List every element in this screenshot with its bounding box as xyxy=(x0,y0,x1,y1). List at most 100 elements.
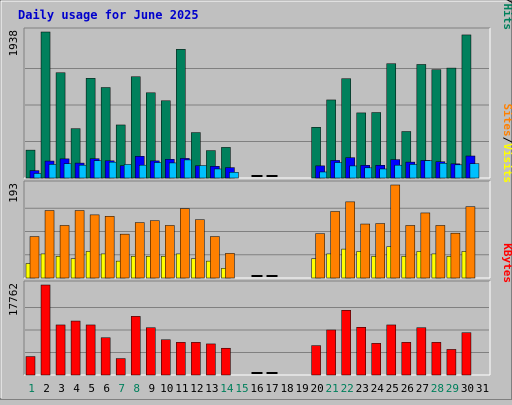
bar-pages-day-30 xyxy=(469,163,480,179)
x-axis: 1 2 3 4 5 6 7 8 9 10 11 12 13 14 15 16 17 18 19 20 21 22 23 24 2… xyxy=(28,382,489,395)
x-tick-label-day-6: 6 xyxy=(103,382,110,395)
bar-sites-day-20 xyxy=(315,233,325,279)
bar-kbytes-day-14 xyxy=(221,347,231,376)
bar-sites-day-21 xyxy=(330,211,340,279)
chart-panels: 1938Pages/Files/Hits193Sites/Visits17762… xyxy=(7,0,512,376)
no-data-dash-day-16 xyxy=(251,372,263,374)
bar-sites-day-9 xyxy=(150,220,160,279)
x-tick-label-day-11: 11 xyxy=(175,382,188,395)
bar-kbytes-day-12 xyxy=(191,342,201,376)
bar-sites-day-29 xyxy=(450,232,461,279)
bar-sites-day-23 xyxy=(360,223,370,279)
series-side-label: Pages/Files/Hits xyxy=(501,0,512,30)
y-max-label: 1938 xyxy=(7,30,20,57)
x-tick-label-day-13: 13 xyxy=(205,382,218,395)
bar-sites-day-6 xyxy=(104,216,115,279)
x-tick-label-day-20: 20 xyxy=(311,382,324,395)
x-tick-label-day-28: 28 xyxy=(431,382,444,395)
bar-sites-day-1 xyxy=(29,236,40,279)
bar-kbytes-day-9 xyxy=(146,327,156,376)
x-tick-label-day-27: 27 xyxy=(416,382,429,395)
bar-kbytes-day-8 xyxy=(130,316,141,376)
x-tick-label-day-2: 2 xyxy=(43,382,50,395)
x-tick-label-day-26: 26 xyxy=(401,382,414,395)
no-data-dash-day-17 xyxy=(266,372,278,374)
bar-sites-day-5 xyxy=(89,214,100,279)
x-tick-label-day-18: 18 xyxy=(280,382,293,395)
x-tick-label-day-1: 1 xyxy=(28,382,35,395)
x-tick-label-day-19: 19 xyxy=(295,382,308,395)
bar-kbytes-day-30 xyxy=(461,332,472,376)
bar-sites-day-11 xyxy=(180,208,190,279)
y-max-label: 193 xyxy=(7,183,20,203)
x-tick-label-day-8: 8 xyxy=(133,382,140,395)
x-tick-label-day-9: 9 xyxy=(148,382,155,395)
x-tick-label-day-16: 16 xyxy=(250,382,263,395)
panel-visits: 193 Sites/Visits xyxy=(7,104,512,279)
bar-sites-day-26 xyxy=(405,225,416,279)
x-tick-label-day-7: 7 xyxy=(118,382,125,395)
bar-sites-day-8 xyxy=(134,222,145,279)
bar-sites-day-13 xyxy=(210,236,220,279)
bar-kbytes-day-1 xyxy=(25,356,36,376)
bar-sites-day-3 xyxy=(59,225,70,279)
bar-kbytes-day-29 xyxy=(446,349,457,376)
bar-kbytes-day-13 xyxy=(206,343,216,376)
y-max-label: 17762 xyxy=(7,283,20,316)
bar-kbytes-day-3 xyxy=(55,324,66,376)
no-data-dash-day-17 xyxy=(266,175,278,177)
chart-title: Daily usage for June 2025 xyxy=(18,8,199,22)
no-data-dash-day-16 xyxy=(251,175,263,177)
x-tick-label-day-25: 25 xyxy=(386,382,399,395)
bar-kbytes-day-10 xyxy=(161,339,171,376)
bar-kbytes-day-5 xyxy=(85,324,96,376)
x-tick-label-day-15: 15 xyxy=(235,382,248,395)
bar-sites-day-4 xyxy=(74,210,85,279)
x-tick-label-day-30: 30 xyxy=(461,382,474,395)
bar-kbytes-day-20 xyxy=(311,345,321,376)
bar-kbytes-day-6 xyxy=(100,337,111,376)
x-tick-label-day-5: 5 xyxy=(88,382,95,395)
x-tick-label-day-10: 10 xyxy=(160,382,173,395)
bar-kbytes-day-21 xyxy=(326,329,336,376)
bar-sites-day-7 xyxy=(119,233,130,279)
x-tick-label-day-4: 4 xyxy=(73,382,80,395)
bar-kbytes-day-23 xyxy=(356,327,366,376)
x-tick-label-day-21: 21 xyxy=(326,382,339,395)
bar-kbytes-day-27 xyxy=(416,327,427,376)
side-label-separator: / xyxy=(501,0,512,4)
x-tick-label-day-17: 17 xyxy=(265,382,278,395)
side-label-visits: Visits xyxy=(501,143,512,183)
bar-kbytes-day-24 xyxy=(371,343,381,376)
series-side-label: KBytes xyxy=(501,243,512,283)
bar-pages-day-14 xyxy=(229,172,239,179)
x-tick-label-day-22: 22 xyxy=(341,382,354,395)
panel-kbytes: 17762 KBytes xyxy=(7,243,512,376)
series-side-label: Sites/Visits xyxy=(501,104,512,184)
bar-hits-day-2 xyxy=(40,31,51,179)
x-tick-label-day-3: 3 xyxy=(58,382,65,395)
bar-sites-day-30 xyxy=(465,206,476,279)
x-tick-label-day-24: 24 xyxy=(371,382,385,395)
no-data-dash-day-17 xyxy=(266,275,278,277)
side-label-sites: Sites xyxy=(501,104,512,137)
bar-kbytes-day-11 xyxy=(176,342,186,376)
bar-sites-day-12 xyxy=(195,219,205,279)
bar-kbytes-day-22 xyxy=(341,310,351,376)
bar-sites-day-28 xyxy=(435,225,446,279)
x-tick-label-day-29: 29 xyxy=(446,382,459,395)
bar-sites-day-24 xyxy=(375,223,385,279)
bar-sites-day-14 xyxy=(225,253,235,279)
panel-hits: 1938 Pages/Files/Hits xyxy=(7,0,512,179)
side-label-separator: / xyxy=(501,137,512,144)
x-tick-label-day-31: 31 xyxy=(476,382,489,395)
side-label-hits: Hits xyxy=(501,4,512,31)
bar-kbytes-day-28 xyxy=(431,342,442,376)
no-data-dash-day-16 xyxy=(251,275,263,277)
bar-sites-day-10 xyxy=(165,225,175,279)
side-label-kbytes: KBytes xyxy=(501,243,512,283)
bar-kbytes-day-25 xyxy=(386,324,397,376)
x-tick-label-day-23: 23 xyxy=(356,382,369,395)
